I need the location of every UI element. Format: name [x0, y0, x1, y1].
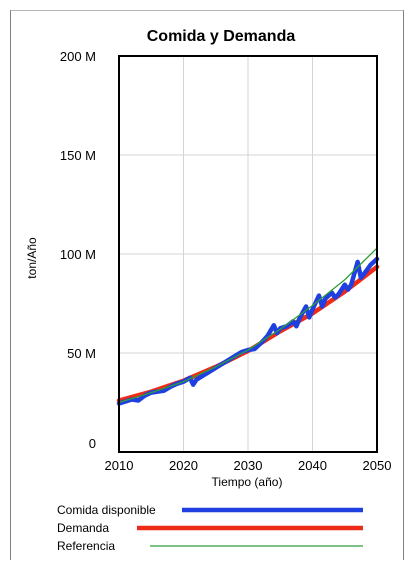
- legend-label: Demanda: [57, 521, 109, 535]
- x-tick-label: 2040: [298, 458, 327, 473]
- x-tick-label: 2010: [105, 458, 134, 473]
- x-tick-label: 2050: [363, 458, 392, 473]
- y-tick-label: 100 M: [60, 247, 96, 262]
- chart-title: Comida y Demanda: [147, 28, 296, 45]
- chart-frame: [10, 10, 404, 560]
- series-line-referencia: [118, 247, 378, 404]
- x-tick-label: 2020: [169, 458, 198, 473]
- legend-label: Referencia: [57, 539, 115, 553]
- legend-label: Comida disponible: [57, 503, 156, 517]
- y-tick-label: 0: [89, 436, 96, 451]
- y-tick-label: 50 M: [67, 346, 96, 361]
- plot-area-border: [118, 55, 378, 453]
- y-tick-label: 200 M: [60, 49, 96, 64]
- y-tick-label: 150 M: [60, 148, 96, 163]
- x-axis-label: Tiempo (año): [212, 475, 283, 489]
- x-tick-label: 2030: [234, 458, 263, 473]
- y-axis-label: ton/Año: [25, 237, 39, 279]
